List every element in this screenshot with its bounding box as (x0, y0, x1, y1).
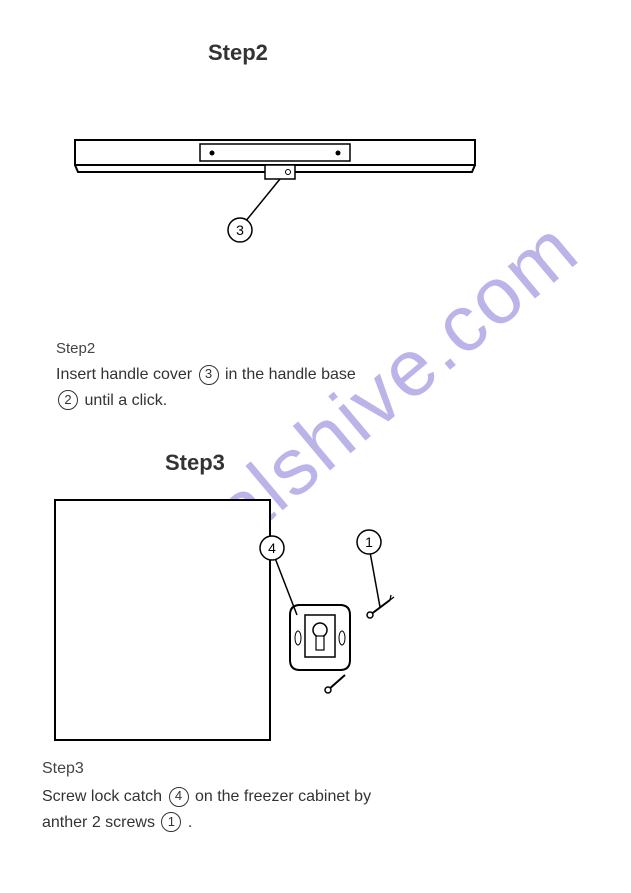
step2-text-c: until a click. (84, 392, 167, 409)
step3-text-b: on the freezer cabinet by (195, 788, 371, 805)
svg-text:1: 1 (365, 534, 373, 550)
step3-text-d: . (188, 814, 192, 831)
step2-heading: Step2 (208, 40, 268, 66)
step2-ref-2: 2 (58, 390, 78, 410)
step2-instruction: Insert handle cover 3 in the handle base… (56, 362, 476, 413)
step3-text-a: Screw lock catch (42, 788, 162, 805)
step3-diagram: 4 1 (50, 490, 430, 750)
step3-instruction: Screw lock catch 4 on the freezer cabine… (42, 784, 502, 835)
step2-ref-3: 3 (199, 365, 219, 385)
step2-text-b: in the handle base (225, 366, 356, 383)
svg-text:3: 3 (236, 222, 244, 238)
step3-ref-4: 4 (169, 787, 189, 807)
step3-ref-1: 1 (161, 812, 181, 832)
step2-text-a: Insert handle cover (56, 366, 192, 383)
step3-heading: Step3 (165, 450, 225, 476)
svg-text:4: 4 (268, 540, 276, 556)
step2-subheading: Step2 (56, 340, 95, 357)
step2-diagram: 3 (70, 130, 480, 250)
step3-text-c: anther 2 screws (42, 814, 155, 831)
step3-subheading: Step3 (42, 760, 84, 778)
